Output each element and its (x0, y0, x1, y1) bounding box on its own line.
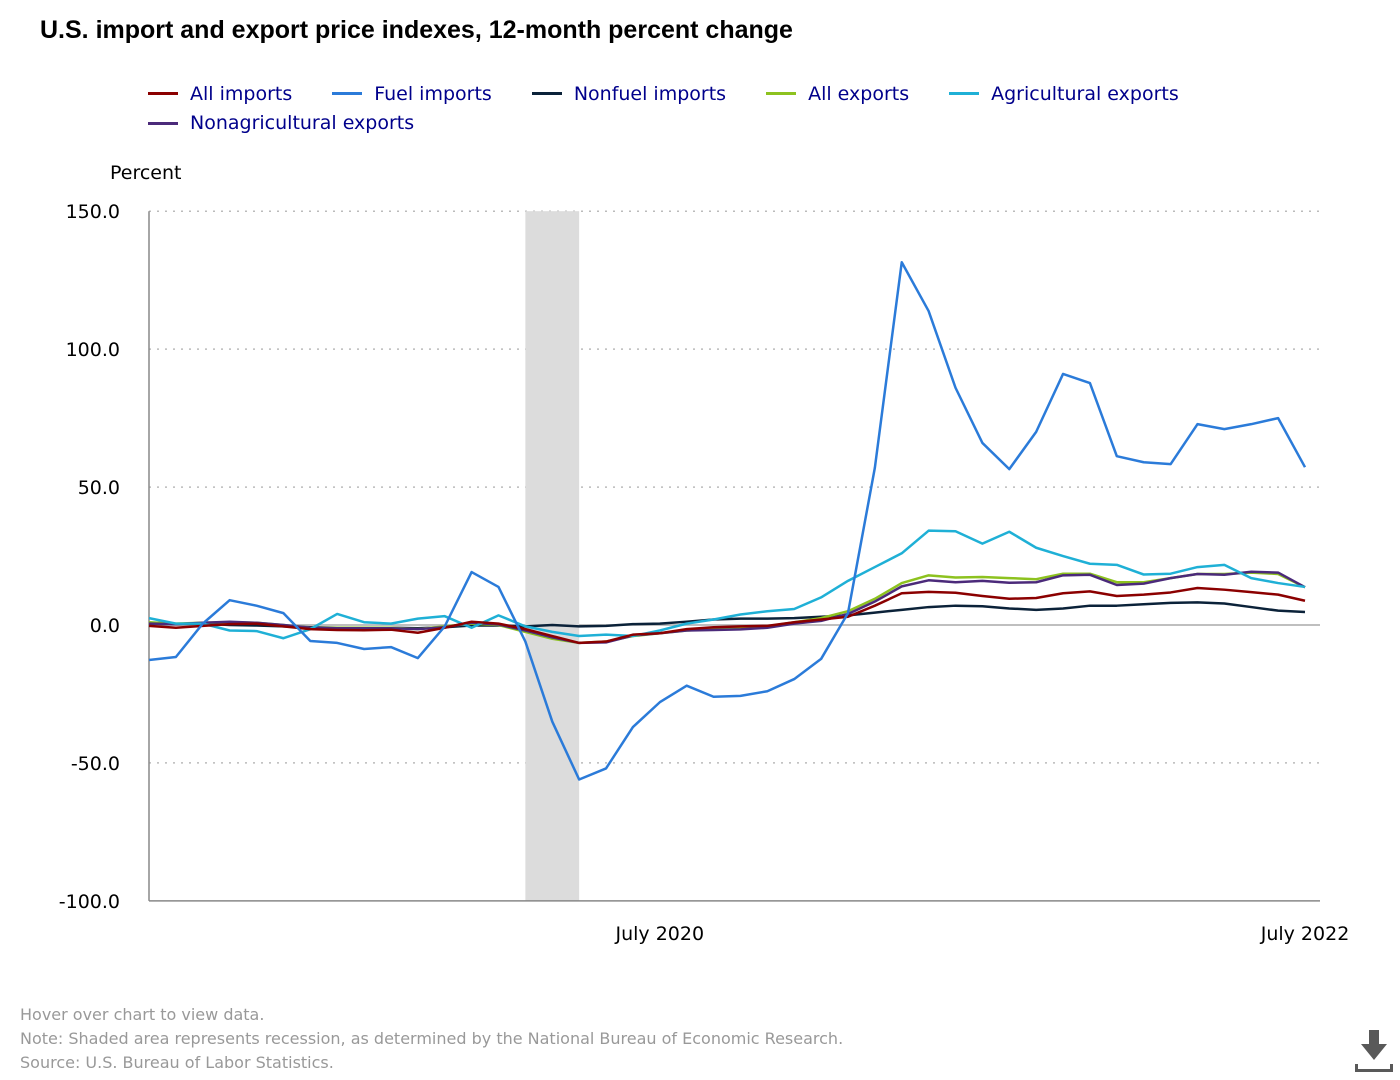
y-tick-label: 150.0 (66, 201, 120, 223)
legend: All imports Fuel imports Nonfuel imports Al… (148, 78, 1298, 137)
legend-label: Nonagricultural exports (190, 112, 415, 134)
chart-plot[interactable]: Percent 150.0 100.0 50.0 0.0 -50.0 -100.0 July… (0, 0, 1400, 1000)
legend-label: Nonfuel imports (573, 82, 727, 105)
legend-swatch (332, 92, 363, 95)
download-icon[interactable] (1354, 1030, 1394, 1074)
legend-swatch (148, 92, 178, 95)
footer: Hover over chart to view data. Note: Sha… (20, 1003, 843, 1075)
source-note: Source: U.S. Bureau of Labor Statistics. (20, 1053, 334, 1072)
legend-item[interactable]: Agricultural exports (949, 80, 1179, 108)
hover-hint: Hover over chart to view data. (20, 1005, 265, 1024)
recession-shade (525, 211, 580, 901)
series-line-fuel-imports[interactable] (148, 260, 1307, 781)
legend-label: Agricultural exports (991, 82, 1179, 105)
y-tick-label: 50.0 (78, 477, 120, 499)
recession-note: Note: Shaded area represents recession, … (20, 1029, 844, 1048)
legend-swatch (766, 92, 797, 95)
series-line-agricultural-exports[interactable] (148, 529, 1306, 640)
series-line-all-imports[interactable] (148, 586, 1306, 645)
x-tick-label: July 2020 (615, 923, 705, 945)
y-tick-label: 0.0 (90, 615, 120, 637)
legend-swatch (531, 92, 562, 95)
legend-label: Fuel imports (374, 82, 492, 105)
legend-swatch (148, 121, 178, 125)
legend-item[interactable]: Fuel imports (332, 80, 492, 108)
y-tick-label: 100.0 (66, 339, 120, 361)
legend-item[interactable]: All exports (766, 80, 909, 108)
legend-swatch (949, 92, 980, 95)
legend-label: All exports (808, 82, 910, 105)
y-tick-label: -100.0 (59, 891, 120, 913)
legend-label: All imports (190, 82, 293, 105)
series-line-nonagricultural-exports[interactable] (148, 570, 1306, 645)
x-tick-label: July 2022 (1260, 923, 1350, 945)
legend-item[interactable]: Nonagricultural exports (148, 109, 414, 137)
chart-title: U.S. import and export price indexes, 12… (40, 16, 793, 44)
y-axis-label: Percent (110, 162, 182, 184)
legend-item[interactable]: Nonfuel imports (531, 80, 727, 108)
legend-item[interactable]: All imports (148, 80, 292, 108)
y-tick-label: -50.0 (71, 753, 120, 775)
